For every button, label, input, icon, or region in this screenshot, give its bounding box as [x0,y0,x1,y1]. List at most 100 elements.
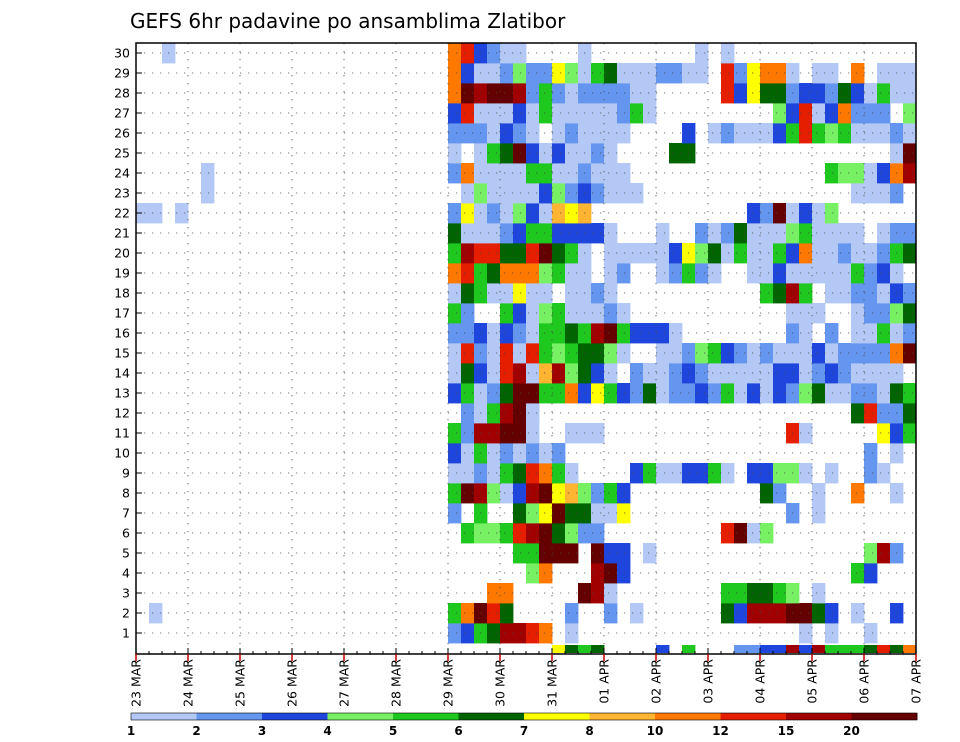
y-tick-label: 18 [114,286,130,301]
heatmap-cell [825,103,839,124]
heatmap-cell [617,123,631,144]
heatmap-cell [903,163,917,184]
heatmap-cell [695,43,709,64]
heatmap-cell [448,503,462,524]
heatmap-cell [500,483,514,504]
colorbar-label: 20 [843,724,860,738]
heatmap-cell [799,123,813,144]
heatmap-cell [825,323,839,344]
heatmap-cell [695,223,709,244]
heatmap-cell [604,343,618,364]
heatmap-cell [513,383,527,404]
heatmap-cell [721,603,735,624]
heatmap-cell [513,143,527,164]
heatmap-cell [500,283,514,304]
heatmap-cell [526,243,540,264]
heatmap-cell [461,223,475,244]
heatmap-cell [526,143,540,164]
heatmap-cell [513,503,527,524]
heatmap-cell [734,383,748,404]
heatmap-cell [656,63,670,84]
heatmap-cell [721,343,735,364]
y-tick-label: 10 [114,446,130,461]
heatmap-cell [708,223,722,244]
heatmap-cell [526,563,540,584]
heatmap-cell [461,303,475,324]
heatmap-cell [760,343,774,364]
heatmap-cell [513,283,527,304]
y-tick-label: 30 [114,46,130,61]
heatmap-cell [461,623,475,644]
heatmap-cell [461,403,475,424]
heatmap-cell [760,223,774,244]
heatmap-cell [903,83,917,104]
heatmap-cell [604,283,618,304]
heatmap-cell [708,343,722,364]
heatmap-cell [552,323,566,344]
heatmap-cell [487,443,501,464]
heatmap-cell [487,423,501,444]
heatmap-cell [513,103,527,124]
heatmap-cell [526,383,540,404]
heatmap-cell [838,243,852,264]
heatmap-cell [461,123,475,144]
heatmap-cell [877,83,891,104]
heatmap-cell [643,323,657,344]
heatmap-cell [539,503,553,524]
heatmap-cell [526,403,540,424]
heatmap-cell [565,163,579,184]
heatmap-cell [487,203,501,224]
heatmap-cell [812,343,826,364]
heatmap-cell [539,543,553,564]
heatmap-cell [552,303,566,324]
y-tick-label: 17 [114,306,130,321]
heatmap-cell [500,383,514,404]
heatmap-cell [526,263,540,284]
heatmap-cell [591,143,605,164]
heatmap-cell [461,263,475,284]
heatmap-cell [903,143,917,164]
heatmap-cell [838,123,852,144]
heatmap-cell [630,183,644,204]
heatmap-cell [643,543,657,564]
heatmap-cell [825,263,839,284]
heatmap-cell [799,223,813,244]
heatmap-cell [461,203,475,224]
heatmap-cell [500,463,514,484]
heatmap-cell [591,383,605,404]
heatmap-cell [864,323,878,344]
x-tick-label: 23 MAR [129,659,144,707]
heatmap-cell [851,303,865,324]
heatmap-cell [838,83,852,104]
heatmap-cell [903,423,917,444]
heatmap-cell [747,645,761,653]
heatmap-cell [552,243,566,264]
heatmap-cell [565,623,579,644]
heatmap-cell [760,283,774,304]
heatmap-cell [591,83,605,104]
heatmap-cell [825,223,839,244]
heatmap-cell [734,243,748,264]
heatmap-cell [500,623,514,644]
heatmap-cell [448,203,462,224]
heatmap-cell [461,43,475,64]
heatmap-cell [487,63,501,84]
heatmap-cell [487,383,501,404]
heatmap-cell [487,623,501,644]
heatmap-cell [851,645,865,653]
heatmap-cell [773,223,787,244]
heatmap-cell [825,623,839,644]
heatmap-cell [552,143,566,164]
heatmap-cell [838,343,852,364]
heatmap-cell [565,323,579,344]
heatmap-cell [747,83,761,104]
heatmap-cell [136,203,150,224]
heatmap-cell [565,363,579,384]
heatmap-cell [487,463,501,484]
heatmap-cell [825,63,839,84]
heatmap-cell [552,163,566,184]
heatmap-cell [708,123,722,144]
heatmap-cell [708,383,722,404]
heatmap-cell [526,343,540,364]
heatmap-cell [604,303,618,324]
